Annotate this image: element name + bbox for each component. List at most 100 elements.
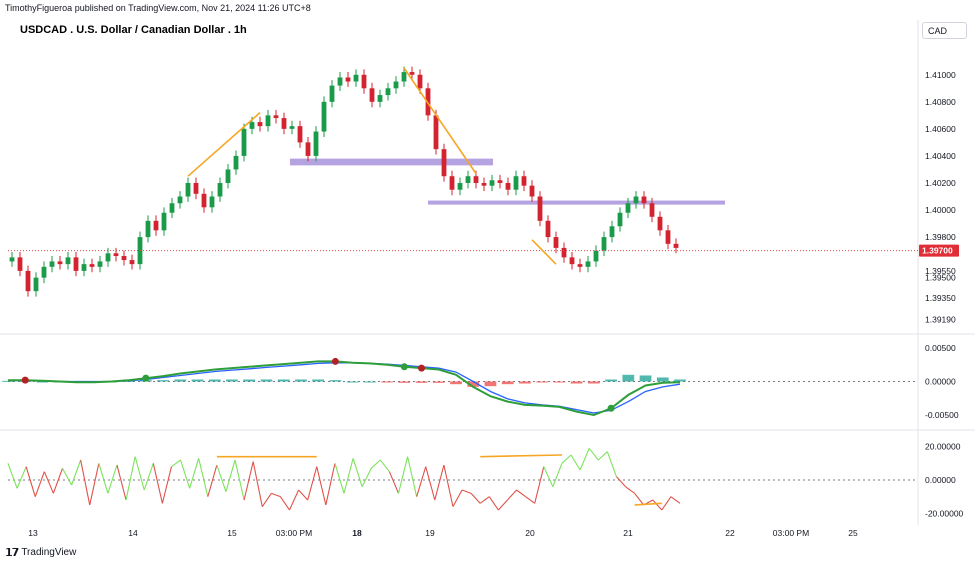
macd-histogram-bar (312, 379, 325, 382)
candle-body (209, 196, 215, 208)
candle-body (497, 180, 503, 183)
osc-segment (307, 466, 318, 501)
currency-badge[interactable]: CAD (922, 22, 967, 39)
trend-line (531, 239, 557, 265)
footer-brand: 𝟭𝟳 TradingView (5, 546, 76, 559)
candle-body (281, 118, 287, 129)
candle-body (161, 212, 167, 231)
macd-histogram-bar (484, 381, 497, 387)
macd-tick-label: -0.00500 (925, 410, 959, 420)
osc-segment (488, 496, 499, 511)
osc-segment (71, 459, 82, 486)
osc-segment (325, 463, 336, 506)
macd-tick-label: 0.00500 (925, 343, 956, 353)
candle-body (17, 257, 23, 271)
candle-body (481, 182, 487, 186)
candle-body (625, 203, 631, 213)
candle-body (153, 220, 159, 231)
macd-histogram-bar (587, 381, 600, 384)
osc-segment (670, 496, 681, 504)
price-tick-label: 1.40800 (925, 97, 956, 107)
osc-segment (416, 466, 427, 497)
candle-body (641, 196, 647, 204)
osc-segment (634, 492, 645, 506)
candle-body (369, 88, 375, 102)
candle-body (601, 237, 607, 251)
macd-line (8, 360, 681, 417)
price-axis: 1.41000 1.40800 1.40600 1.40400 1.40200 1.400… (919, 70, 959, 325)
candle-body (361, 74, 367, 89)
time-tick-label: 19 (425, 528, 435, 538)
osc-segment (62, 468, 73, 486)
candle-body (297, 126, 303, 143)
candle-body (489, 180, 495, 186)
osc-segment (452, 489, 463, 507)
macd-histogram-bar (450, 381, 462, 385)
footer-brand-label: TradingView (21, 547, 77, 558)
candle-body (249, 122, 255, 129)
macd-histogram-bar (519, 381, 531, 384)
osc-segment (80, 459, 91, 506)
macd-histogram-bar (674, 379, 686, 382)
osc-segment (652, 499, 663, 511)
macd-histogram-bar (639, 375, 652, 382)
divergence-line (480, 454, 562, 458)
candle-body (337, 77, 343, 86)
macd-histogram-bar (501, 381, 514, 385)
osc-segment (216, 464, 227, 492)
macd-cross-dot (607, 404, 615, 412)
price-tick-label: 1.39190 (925, 315, 956, 325)
macd-histogram-bar (467, 381, 480, 387)
osc-segment (107, 464, 118, 494)
candle-body (97, 261, 103, 267)
candle-body (505, 182, 511, 190)
osc-segment (352, 458, 363, 487)
osc-segment (479, 496, 490, 504)
osc-segment (180, 459, 191, 489)
osc-segment (207, 464, 218, 497)
osc-segment (370, 459, 381, 469)
candle-body (457, 182, 463, 190)
macd-histogram-bar (656, 377, 669, 382)
osc-segment (443, 464, 454, 507)
osc-segment (534, 466, 545, 504)
osc-segment (316, 466, 327, 506)
price-tick-label: 1.39500 (925, 273, 956, 283)
candle-body (553, 237, 559, 248)
candle-body (9, 257, 15, 262)
price-tick-label: 1.40400 (925, 151, 956, 161)
osc-segment (252, 461, 263, 507)
macd-histogram-bar (605, 379, 617, 382)
candle-body (145, 220, 151, 238)
candle-body (537, 196, 543, 221)
osc-segment (261, 493, 272, 507)
osc-segment (125, 456, 136, 501)
time-tick-label: 03:00 PM (276, 528, 312, 538)
candle-body (225, 169, 231, 183)
support-resistance-zone (290, 158, 493, 166)
macd-histogram-bar (346, 381, 359, 383)
candle-body (529, 185, 535, 197)
macd-histogram-bar (277, 379, 290, 382)
price-tick-label: 1.39350 (925, 293, 956, 303)
time-tick-label: 20 (525, 528, 535, 538)
candle-body (345, 77, 351, 82)
macd-histogram-bar (363, 381, 376, 383)
candle-body (169, 203, 175, 213)
macd-histogram-bar (536, 381, 549, 383)
candle-body (233, 155, 239, 170)
candle-body (401, 72, 407, 82)
current-price-badge (919, 244, 959, 257)
osc-segment (606, 451, 617, 477)
candle-body (473, 176, 479, 183)
trend-line (187, 112, 261, 177)
time-tick-label: 15 (227, 528, 237, 538)
osc-tick-label: -20.00000 (925, 508, 964, 518)
candle-body (609, 226, 615, 238)
candle-body (89, 264, 95, 267)
candle-body (385, 88, 391, 96)
osc-segment (579, 448, 590, 471)
macd-histogram-bar (415, 381, 428, 383)
macd-histogram-bar (174, 379, 187, 382)
